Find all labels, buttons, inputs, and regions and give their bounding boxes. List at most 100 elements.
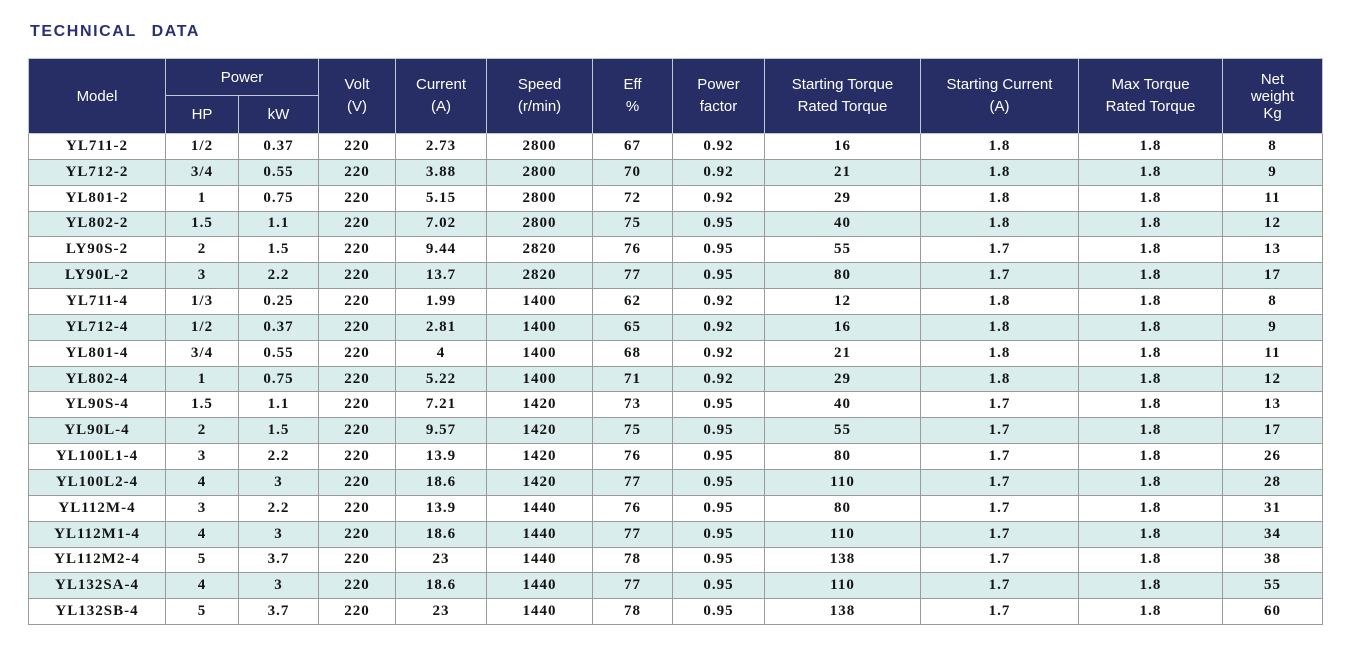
table-cell: 1.8 <box>1078 133 1223 160</box>
table-cell: 3.7 <box>238 546 319 574</box>
col-header-hp: HP <box>165 95 239 134</box>
table-cell: 1440 <box>486 546 593 574</box>
table-cell: 0.95 <box>672 391 765 419</box>
table-cell: 1.5 <box>238 236 319 264</box>
table-cell: YL711-4 <box>28 288 166 315</box>
table-cell: 5 <box>165 598 239 626</box>
table-cell: 1400 <box>486 288 593 315</box>
table-cell: YL712-4 <box>28 313 166 341</box>
table-cell: 26 <box>1222 443 1323 470</box>
table-cell: 4 <box>165 572 239 600</box>
table-cell: 67 <box>592 133 673 160</box>
header-line: (r/min) <box>517 98 562 115</box>
col-header-model: Model <box>28 58 166 134</box>
table-cell: 1.7 <box>920 417 1079 445</box>
table-cell: 2800 <box>486 133 593 160</box>
table-cell: 220 <box>318 546 396 574</box>
table-cell: 80 <box>764 262 921 290</box>
table-cell: 0.95 <box>672 520 765 548</box>
table-cell: 28 <box>1222 468 1323 496</box>
table-cell: 40 <box>764 210 921 238</box>
table-cell: 220 <box>318 313 396 341</box>
table-cell: 8 <box>1222 133 1323 160</box>
table-cell: 1.99 <box>395 288 487 315</box>
table-cell: YL712-2 <box>28 158 166 186</box>
table-cell: 0.37 <box>238 133 319 160</box>
table-cell: YL132SA-4 <box>28 572 166 600</box>
table-cell: 1.8 <box>920 313 1079 341</box>
table-cell: 1420 <box>486 468 593 496</box>
table-cell: 1420 <box>486 443 593 470</box>
table-cell: 55 <box>764 417 921 445</box>
table-cell: 1.7 <box>920 391 1079 419</box>
col-header-power: Power <box>165 58 319 96</box>
table-cell: 9 <box>1222 158 1323 186</box>
table-cell: 0.25 <box>238 288 319 315</box>
table-cell: 0.95 <box>672 210 765 238</box>
table-cell: 1.1 <box>238 391 319 419</box>
table-cell: 220 <box>318 598 396 626</box>
table-cell: 1.8 <box>1078 184 1223 212</box>
table-cell: YL100L1-4 <box>28 443 166 470</box>
table-cell: 72 <box>592 184 673 212</box>
col-header-max-torque: Max Torque Rated Torque <box>1078 58 1223 134</box>
table-row: YL801-2 1 0.75 220 5.15 2800 72 0.92 29 1.8 1.8 11 <box>28 184 1323 212</box>
col-header-power-factor: Power factor <box>672 58 765 134</box>
table-cell: 1.7 <box>920 262 1079 290</box>
table-cell: 2.73 <box>395 133 487 160</box>
table-cell: 220 <box>318 520 396 548</box>
table-cell: 40 <box>764 391 921 419</box>
table-cell: 3 <box>165 443 239 470</box>
table-cell: 1.8 <box>1078 391 1223 419</box>
table-cell: 9.57 <box>395 417 487 445</box>
table-cell: 0.95 <box>672 572 765 600</box>
table-cell: 1.5 <box>238 417 319 445</box>
table-cell: 65 <box>592 313 673 341</box>
col-header-current: Current (A) <box>395 58 487 134</box>
table-cell: 73 <box>592 391 673 419</box>
table-cell: 29 <box>764 365 921 393</box>
table-cell: 2.81 <box>395 313 487 341</box>
table-cell: 220 <box>318 391 396 419</box>
table-cell: 21 <box>764 158 921 186</box>
col-header-speed: Speed (r/min) <box>486 58 593 134</box>
table-cell: 21 <box>764 339 921 367</box>
table-row: YL712-2 3/4 0.55 220 3.88 2800 70 0.92 21 1.8 1.8 9 <box>28 158 1323 186</box>
table-cell: 3 <box>165 262 239 290</box>
table-cell: 1/3 <box>165 288 239 315</box>
table-cell: 1440 <box>486 520 593 548</box>
table-cell: 220 <box>318 339 396 367</box>
table-cell: 3/4 <box>165 339 239 367</box>
table-cell: 71 <box>592 365 673 393</box>
table-cell: 110 <box>764 468 921 496</box>
table-cell: 16 <box>764 313 921 341</box>
table-cell: 2.2 <box>238 494 319 522</box>
table-cell: 110 <box>764 520 921 548</box>
table-row: YL90L-4 2 1.5 220 9.57 1420 75 0.95 55 1.7 1.8 17 <box>28 417 1323 445</box>
table-cell: 1440 <box>486 572 593 600</box>
table-cell: 2.2 <box>238 262 319 290</box>
table-row: YL802-2 1.5 1.1 220 7.02 2800 75 0.95 40 1.8 1.8 12 <box>28 210 1323 238</box>
table-cell: 1.8 <box>1078 494 1223 522</box>
table-cell: 1.8 <box>1078 520 1223 548</box>
table-cell: 0.95 <box>672 494 765 522</box>
table-row: YL112M2-4 5 3.7 220 23 1440 78 0.95 138 1.7 1.8 38 <box>28 546 1323 574</box>
table-cell: 1.7 <box>920 468 1079 496</box>
table-cell: 17 <box>1222 417 1323 445</box>
table-cell: 34 <box>1222 520 1323 548</box>
table-cell: 0.95 <box>672 598 765 626</box>
table-row: YL801-4 3/4 0.55 220 4 1400 68 0.92 21 1.8 1.8 11 <box>28 339 1323 367</box>
table-cell: 12 <box>764 288 921 315</box>
table-cell: YL90S-4 <box>28 391 166 419</box>
table-cell: 29 <box>764 184 921 212</box>
table-cell: 2820 <box>486 236 593 264</box>
table-cell: 1.7 <box>920 598 1079 626</box>
table-cell: 1400 <box>486 365 593 393</box>
table-cell: 68 <box>592 339 673 367</box>
table-cell: 220 <box>318 236 396 264</box>
table-cell: 1440 <box>486 494 593 522</box>
table-row: YL802-4 1 0.75 220 5.22 1400 71 0.92 29 1.8 1.8 12 <box>28 365 1323 393</box>
technical-data-table: Model Power Volt (V) Current (A) Speed (… <box>28 58 1323 626</box>
table-cell: 3 <box>238 468 319 496</box>
